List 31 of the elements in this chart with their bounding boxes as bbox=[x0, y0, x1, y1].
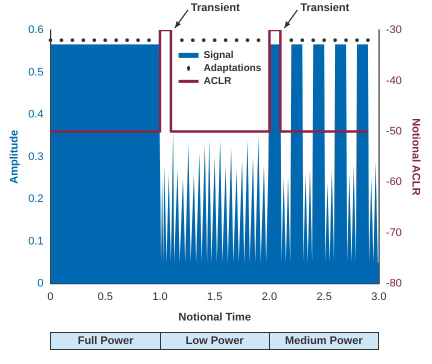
x-tick-label: 1.0 bbox=[152, 291, 168, 304]
x-tick-label: 0 bbox=[47, 291, 54, 304]
y-axis-title: Amplitude bbox=[8, 130, 21, 184]
legend-label: Signal bbox=[204, 50, 234, 62]
y-tick-label: 0.5 bbox=[28, 66, 44, 78]
y2-tick-label: -50 bbox=[386, 125, 402, 138]
x-tick-label: 0.5 bbox=[98, 291, 113, 304]
y-tick-label: 0.4 bbox=[28, 108, 44, 121]
y-tick-label: 0.6 bbox=[28, 24, 44, 36]
y-tick-label: 0.3 bbox=[28, 150, 44, 163]
text: Low Power bbox=[160, 333, 269, 349]
y2-axis-title: Notional ACLR bbox=[409, 118, 422, 196]
annotation: Transient bbox=[190, 2, 240, 14]
y2-tick-label: -30 bbox=[386, 24, 402, 36]
x-axis-title: Notional Time bbox=[178, 311, 251, 324]
y2-tick-label: -70 bbox=[386, 226, 402, 239]
text: Full Power bbox=[76, 334, 134, 349]
y2-tick-label: -40 bbox=[386, 74, 402, 87]
y2-tick-label: -60 bbox=[386, 176, 402, 188]
y-tick-label: 0.1 bbox=[28, 235, 44, 248]
y-tick-label: 0.2 bbox=[28, 193, 44, 206]
annotation: Transient bbox=[300, 2, 350, 14]
legend-label: ACLR bbox=[204, 76, 232, 88]
text: Medium Power bbox=[268, 333, 378, 349]
x-tick-label: 1.5 bbox=[207, 291, 222, 304]
y2-tick-label: -80 bbox=[386, 278, 402, 290]
x-tick-label: 2.0 bbox=[262, 291, 278, 304]
y-tick-label: 0 bbox=[37, 278, 44, 290]
legend-label: Adaptations bbox=[204, 63, 262, 74]
x-tick-label: 3.0 bbox=[371, 291, 387, 304]
x-tick-label: 2.5 bbox=[316, 291, 332, 304]
